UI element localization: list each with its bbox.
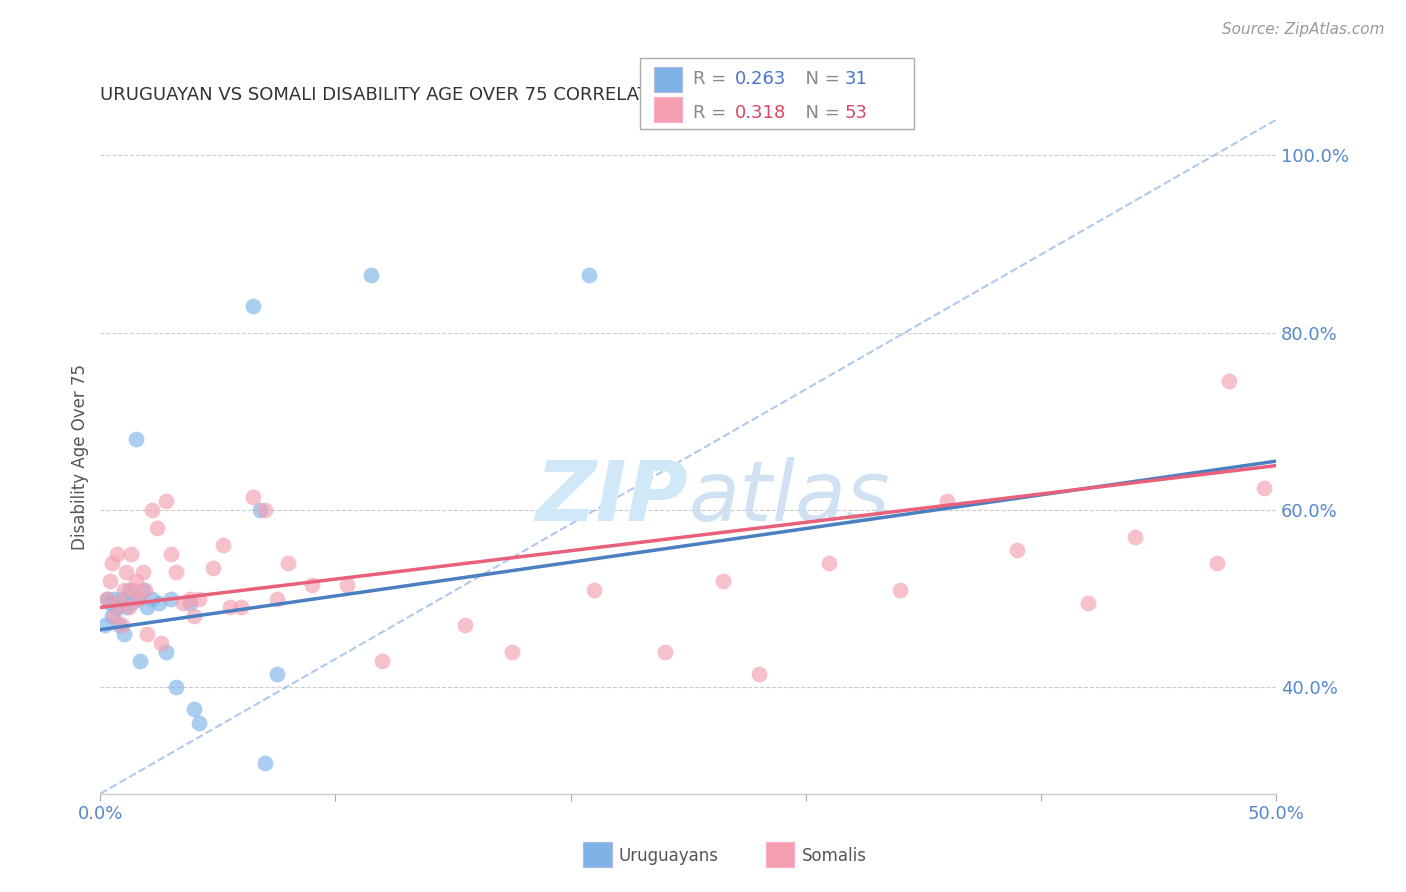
Point bbox=[124, 432, 146, 446]
Point bbox=[148, 596, 170, 610]
Point bbox=[179, 591, 201, 606]
Point bbox=[360, 268, 382, 282]
Point bbox=[117, 600, 139, 615]
Point bbox=[242, 299, 264, 313]
Point bbox=[1206, 556, 1229, 570]
Point bbox=[249, 503, 271, 517]
Point bbox=[101, 609, 124, 624]
Point bbox=[818, 556, 841, 570]
Point bbox=[155, 645, 177, 659]
Point bbox=[150, 636, 173, 650]
Point bbox=[131, 582, 153, 597]
Point bbox=[115, 565, 138, 579]
Point bbox=[101, 556, 124, 570]
Point bbox=[654, 645, 676, 659]
Point bbox=[108, 618, 131, 632]
Point bbox=[188, 591, 211, 606]
Point bbox=[103, 591, 125, 606]
Point bbox=[183, 609, 205, 624]
Point bbox=[112, 582, 135, 597]
Point bbox=[172, 596, 194, 610]
Point bbox=[1123, 530, 1146, 544]
Point bbox=[583, 582, 606, 597]
Point bbox=[183, 702, 205, 716]
Point bbox=[160, 547, 183, 561]
Point bbox=[103, 609, 125, 624]
Point bbox=[253, 756, 276, 770]
Point bbox=[120, 547, 142, 561]
Point bbox=[301, 578, 323, 592]
Point bbox=[117, 582, 139, 597]
Point bbox=[160, 591, 183, 606]
Point bbox=[120, 596, 142, 610]
Point bbox=[141, 591, 163, 606]
Point bbox=[115, 600, 138, 615]
Point bbox=[454, 618, 477, 632]
Point bbox=[98, 574, 121, 588]
Text: ZIP: ZIP bbox=[536, 457, 688, 538]
Point bbox=[713, 574, 735, 588]
Point bbox=[179, 596, 201, 610]
Point bbox=[155, 494, 177, 508]
Text: 0.263: 0.263 bbox=[735, 70, 787, 88]
Point bbox=[110, 591, 132, 606]
Point bbox=[136, 627, 159, 641]
Point bbox=[231, 600, 253, 615]
Point bbox=[266, 591, 288, 606]
Point bbox=[96, 591, 118, 606]
Text: 53: 53 bbox=[845, 104, 868, 122]
Text: R =: R = bbox=[693, 70, 733, 88]
Text: 31: 31 bbox=[845, 70, 868, 88]
Point bbox=[131, 565, 153, 579]
Text: 0.318: 0.318 bbox=[735, 104, 786, 122]
Point bbox=[112, 627, 135, 641]
Point bbox=[253, 503, 276, 517]
Point bbox=[127, 591, 149, 606]
Point bbox=[122, 582, 145, 597]
Point bbox=[242, 490, 264, 504]
Point bbox=[127, 591, 149, 606]
Point bbox=[146, 521, 169, 535]
Text: atlas: atlas bbox=[688, 457, 890, 538]
Point bbox=[371, 654, 394, 668]
Text: URUGUAYAN VS SOMALI DISABILITY AGE OVER 75 CORRELATION CHART: URUGUAYAN VS SOMALI DISABILITY AGE OVER … bbox=[100, 87, 748, 104]
Y-axis label: Disability Age Over 75: Disability Age Over 75 bbox=[72, 364, 89, 549]
Text: N =: N = bbox=[794, 104, 846, 122]
Point bbox=[94, 618, 117, 632]
Text: N =: N = bbox=[794, 70, 846, 88]
Text: R =: R = bbox=[693, 104, 733, 122]
Point bbox=[129, 654, 152, 668]
Point bbox=[889, 582, 911, 597]
Point bbox=[211, 538, 233, 552]
Point bbox=[96, 591, 118, 606]
Point bbox=[218, 600, 240, 615]
Point bbox=[501, 645, 523, 659]
Point bbox=[165, 565, 187, 579]
Point bbox=[136, 600, 159, 615]
Point bbox=[108, 596, 131, 610]
Point bbox=[98, 596, 121, 610]
Text: Source: ZipAtlas.com: Source: ZipAtlas.com bbox=[1222, 22, 1385, 37]
Point bbox=[266, 667, 288, 681]
Point bbox=[1077, 596, 1099, 610]
Point bbox=[578, 268, 600, 282]
Point bbox=[202, 560, 225, 574]
Point bbox=[105, 600, 128, 615]
Point bbox=[105, 547, 128, 561]
Point bbox=[165, 680, 187, 694]
Point bbox=[124, 574, 146, 588]
Point bbox=[336, 578, 359, 592]
Point bbox=[748, 667, 770, 681]
Point bbox=[188, 715, 211, 730]
Point bbox=[141, 503, 163, 517]
Point bbox=[1007, 542, 1029, 557]
Point bbox=[110, 618, 132, 632]
Point bbox=[935, 494, 957, 508]
Point bbox=[1218, 375, 1240, 389]
Point bbox=[277, 556, 299, 570]
Point bbox=[1253, 481, 1275, 495]
Text: Uruguayans: Uruguayans bbox=[619, 847, 718, 865]
Text: Somalis: Somalis bbox=[801, 847, 866, 865]
Point bbox=[134, 582, 156, 597]
